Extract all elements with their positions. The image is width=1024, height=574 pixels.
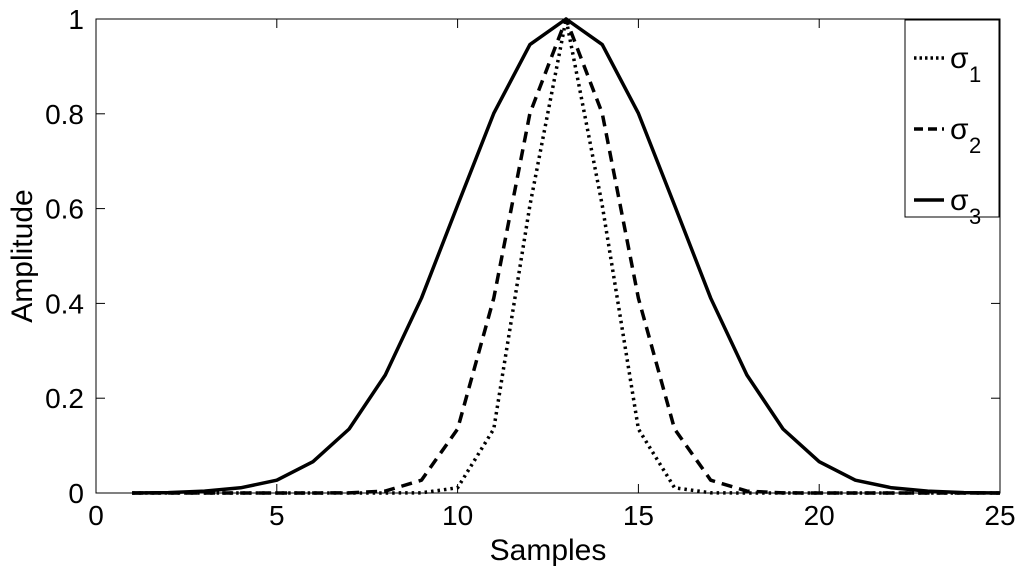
legend-label-subscript: 1 (969, 62, 981, 87)
tick-labels: 0 5 10 15 20 25 0 0.2 0.4 0.6 0.8 1 (45, 4, 1016, 531)
y-axis-title: Amplitude (6, 189, 39, 322)
legend-label: σ (950, 184, 969, 217)
series-line-solid (132, 17, 1001, 495)
y-tick-label: 0.2 (45, 383, 84, 414)
legend-entries: σ 1σ 2σ 3 (914, 42, 981, 229)
x-tick-label: 25 (984, 500, 1015, 531)
legend-label: σ (950, 113, 969, 146)
x-tick-label: 10 (442, 500, 473, 531)
plot-area-frame (95, 18, 1001, 494)
x-tick-label: 5 (269, 500, 285, 531)
y-tick-label: 0.6 (45, 194, 84, 225)
legend: σ 1σ 2σ 3 (904, 19, 1000, 229)
x-tick-label: 20 (804, 500, 835, 531)
legend-label: σ (950, 42, 969, 75)
x-axis-title: Samples (490, 534, 607, 567)
y-tick-label: 0 (68, 478, 84, 509)
legend-label-subscript: 2 (969, 133, 981, 158)
x-tick-label: 0 (88, 500, 104, 531)
y-tick-label: 0.8 (45, 99, 84, 130)
legend-box (904, 19, 1000, 218)
x-tick-label: 15 (623, 500, 654, 531)
legend-label-subscript: 3 (969, 204, 981, 229)
y-tick-label: 0.4 (45, 288, 84, 319)
series-layer (132, 17, 1001, 495)
y-tick-label: 1 (68, 4, 84, 35)
